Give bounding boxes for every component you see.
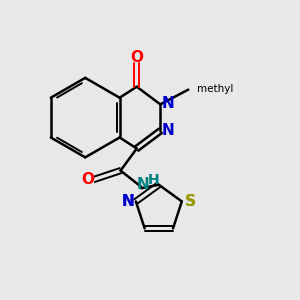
Text: H: H — [148, 173, 159, 187]
Text: N: N — [161, 96, 174, 111]
Text: N: N — [122, 194, 135, 209]
Text: O: O — [130, 50, 143, 65]
Text: S: S — [184, 194, 196, 209]
Text: N: N — [136, 177, 149, 192]
Text: N: N — [161, 123, 174, 138]
Text: N: N — [122, 194, 135, 209]
Text: S: S — [184, 194, 196, 209]
Text: O: O — [81, 172, 94, 187]
Text: methyl: methyl — [196, 84, 233, 94]
